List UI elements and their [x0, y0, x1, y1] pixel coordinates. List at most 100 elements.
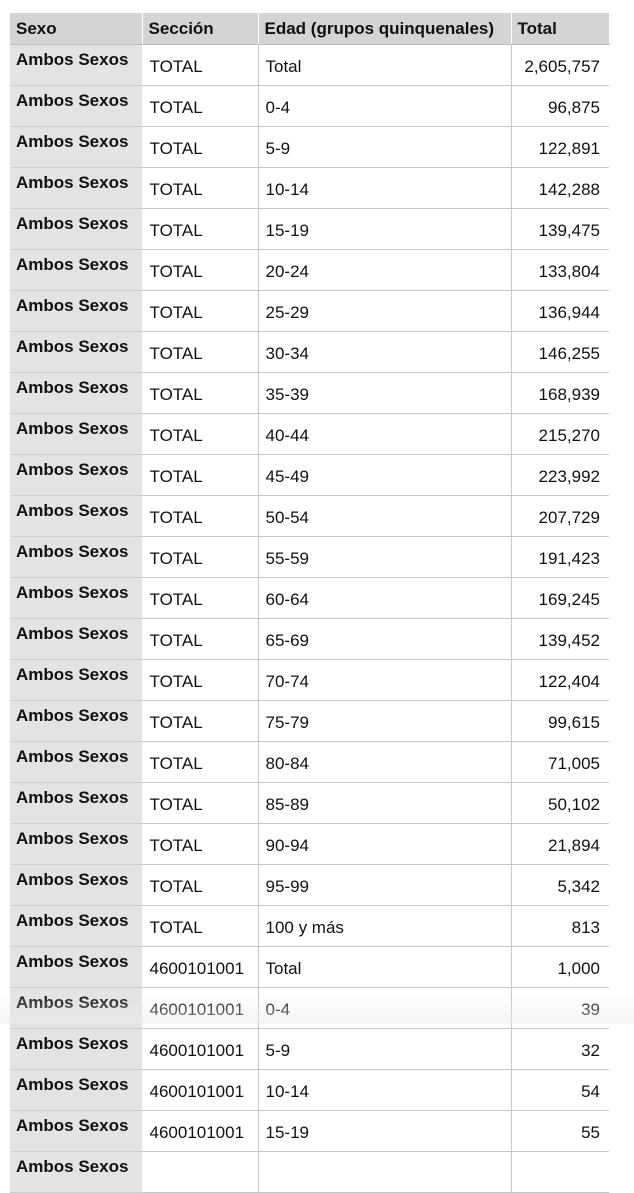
cell-sexo[interactable]: Ambos Sexos [10, 167, 143, 209]
cell-sexo[interactable]: Ambos Sexos [10, 659, 143, 701]
cell-seccion[interactable]: TOTAL [142, 44, 259, 86]
cell-sexo[interactable]: Ambos Sexos [10, 946, 143, 988]
cell-sexo[interactable]: Ambos Sexos [10, 1028, 143, 1070]
cell-seccion[interactable]: TOTAL [142, 208, 259, 250]
cell-seccion[interactable]: TOTAL [142, 741, 259, 783]
cell-edad[interactable]: 10-14 [258, 1069, 512, 1111]
cell-seccion[interactable]: TOTAL [142, 249, 259, 291]
cell-total[interactable] [511, 1151, 609, 1193]
cell-edad[interactable]: 95-99 [258, 864, 512, 906]
cell-edad[interactable]: 20-24 [258, 249, 512, 291]
cell-total[interactable]: 133,804 [511, 249, 609, 291]
cell-total[interactable]: 5,342 [511, 864, 609, 906]
cell-edad[interactable]: 25-29 [258, 290, 512, 332]
cell-edad[interactable]: 5-9 [258, 126, 512, 168]
cell-seccion[interactable]: TOTAL [142, 167, 259, 209]
cell-sexo[interactable]: Ambos Sexos [10, 618, 143, 660]
cell-total[interactable]: 146,255 [511, 331, 609, 373]
cell-total[interactable]: 223,992 [511, 454, 609, 496]
cell-sexo[interactable]: Ambos Sexos [10, 454, 143, 496]
cell-edad[interactable]: 40-44 [258, 413, 512, 455]
cell-seccion[interactable]: TOTAL [142, 823, 259, 865]
column-header-seccion[interactable]: Sección [142, 13, 259, 45]
cell-seccion[interactable]: 4600101001 [142, 1110, 259, 1152]
cell-seccion[interactable]: TOTAL [142, 700, 259, 742]
cell-seccion[interactable]: TOTAL [142, 372, 259, 414]
column-header-total[interactable]: Total [511, 13, 610, 45]
cell-sexo[interactable]: Ambos Sexos [10, 536, 143, 578]
cell-edad[interactable]: 75-79 [258, 700, 512, 742]
cell-edad[interactable]: 0-4 [258, 987, 512, 1029]
cell-seccion[interactable]: TOTAL [142, 85, 259, 127]
cell-sexo[interactable]: Ambos Sexos [10, 741, 143, 783]
cell-sexo[interactable]: Ambos Sexos [10, 126, 143, 168]
cell-total[interactable]: 39 [511, 987, 609, 1029]
cell-sexo[interactable]: Ambos Sexos [10, 823, 143, 865]
cell-edad[interactable]: 45-49 [258, 454, 512, 496]
cell-edad[interactable]: 100 y más [258, 905, 512, 947]
cell-total[interactable]: 32 [511, 1028, 609, 1070]
cell-total[interactable]: 142,288 [511, 167, 609, 209]
cell-total[interactable]: 122,891 [511, 126, 609, 168]
cell-edad[interactable]: 15-19 [258, 1110, 512, 1152]
cell-edad[interactable]: Total [258, 946, 512, 988]
cell-edad[interactable]: 10-14 [258, 167, 512, 209]
cell-edad[interactable]: 0-4 [258, 85, 512, 127]
cell-total[interactable]: 2,605,757 [511, 44, 609, 86]
cell-total[interactable]: 122,404 [511, 659, 609, 701]
cell-seccion[interactable]: TOTAL [142, 454, 259, 496]
cell-seccion[interactable]: 4600101001 [142, 987, 259, 1029]
cell-total[interactable]: 207,729 [511, 495, 609, 537]
cell-sexo[interactable]: Ambos Sexos [10, 249, 143, 291]
cell-total[interactable]: 96,875 [511, 85, 609, 127]
cell-edad[interactable]: 5-9 [258, 1028, 512, 1070]
cell-sexo[interactable]: Ambos Sexos [10, 987, 143, 1029]
cell-seccion[interactable]: TOTAL [142, 413, 259, 455]
cell-total[interactable]: 168,939 [511, 372, 609, 414]
cell-total[interactable]: 139,475 [511, 208, 609, 250]
cell-total[interactable]: 215,270 [511, 413, 609, 455]
cell-seccion[interactable]: TOTAL [142, 659, 259, 701]
cell-sexo[interactable]: Ambos Sexos [10, 495, 143, 537]
cell-edad[interactable]: 80-84 [258, 741, 512, 783]
cell-seccion[interactable]: TOTAL [142, 126, 259, 168]
cell-sexo[interactable]: Ambos Sexos [10, 1151, 143, 1193]
cell-seccion[interactable]: TOTAL [142, 331, 259, 373]
cell-seccion[interactable]: TOTAL [142, 536, 259, 578]
cell-sexo[interactable]: Ambos Sexos [10, 864, 143, 906]
column-header-sexo[interactable]: Sexo [10, 13, 143, 45]
cell-seccion[interactable]: TOTAL [142, 577, 259, 619]
cell-total[interactable]: 55 [511, 1110, 609, 1152]
cell-total[interactable]: 139,452 [511, 618, 609, 660]
cell-total[interactable]: 21,894 [511, 823, 609, 865]
cell-sexo[interactable]: Ambos Sexos [10, 700, 143, 742]
cell-sexo[interactable]: Ambos Sexos [10, 577, 143, 619]
cell-sexo[interactable]: Ambos Sexos [10, 331, 143, 373]
cell-total[interactable]: 50,102 [511, 782, 609, 824]
cell-sexo[interactable]: Ambos Sexos [10, 44, 143, 86]
cell-edad[interactable]: 30-34 [258, 331, 512, 373]
cell-sexo[interactable]: Ambos Sexos [10, 1110, 143, 1152]
cell-sexo[interactable]: Ambos Sexos [10, 1069, 143, 1111]
cell-sexo[interactable]: Ambos Sexos [10, 290, 143, 332]
cell-seccion[interactable]: TOTAL [142, 618, 259, 660]
cell-sexo[interactable]: Ambos Sexos [10, 85, 143, 127]
cell-seccion[interactable] [142, 1151, 259, 1193]
cell-seccion[interactable]: 4600101001 [142, 1069, 259, 1111]
cell-edad[interactable]: 85-89 [258, 782, 512, 824]
cell-seccion[interactable]: TOTAL [142, 290, 259, 332]
column-header-edad[interactable]: Edad (grupos quinquenales) [258, 13, 512, 45]
cell-total[interactable]: 191,423 [511, 536, 609, 578]
cell-total[interactable]: 54 [511, 1069, 609, 1111]
cell-edad[interactable]: 60-64 [258, 577, 512, 619]
cell-sexo[interactable]: Ambos Sexos [10, 208, 143, 250]
cell-edad[interactable]: Total [258, 44, 512, 86]
cell-seccion[interactable]: TOTAL [142, 864, 259, 906]
cell-seccion[interactable]: 4600101001 [142, 946, 259, 988]
cell-seccion[interactable]: TOTAL [142, 782, 259, 824]
cell-seccion[interactable]: TOTAL [142, 905, 259, 947]
cell-seccion[interactable]: TOTAL [142, 495, 259, 537]
cell-total[interactable]: 813 [511, 905, 609, 947]
cell-sexo[interactable]: Ambos Sexos [10, 413, 143, 455]
cell-total[interactable]: 1,000 [511, 946, 609, 988]
